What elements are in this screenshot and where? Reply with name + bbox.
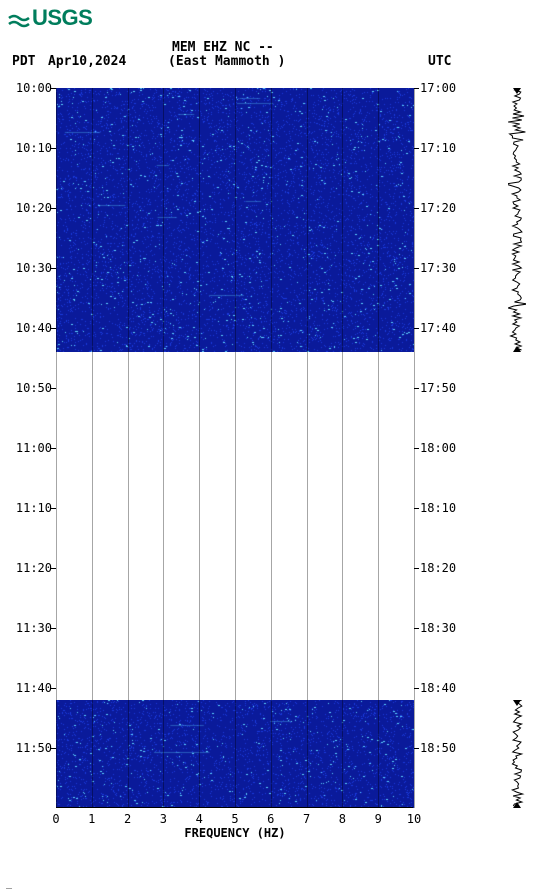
right-time-label: 18:40 — [420, 681, 470, 695]
gridline — [128, 88, 129, 808]
gridline — [163, 88, 164, 808]
x-tick-label: 4 — [189, 812, 209, 826]
x-tick-label: 0 — [46, 812, 66, 826]
tz-right-label: UTC — [428, 54, 451, 69]
gridline — [92, 88, 93, 808]
right-time-label: 17:10 — [420, 141, 470, 155]
gridline — [235, 88, 236, 808]
x-tick-label: 2 — [118, 812, 138, 826]
x-tick-label: 9 — [368, 812, 388, 826]
x-tick-label: 6 — [261, 812, 281, 826]
chart-header: PDT Apr10,2024 MEM EHZ NC -- (East Mammo… — [0, 38, 552, 78]
left-time-label: 10:40 — [2, 321, 52, 335]
right-time-label: 18:00 — [420, 441, 470, 455]
right-time-label: 18:20 — [420, 561, 470, 575]
right-time-label: 17:20 — [420, 201, 470, 215]
left-time-label: 10:30 — [2, 261, 52, 275]
x-tick-label: 7 — [297, 812, 317, 826]
left-time-label: 10:10 — [2, 141, 52, 155]
right-time-label: 18:30 — [420, 621, 470, 635]
left-time-label: 11:20 — [2, 561, 52, 575]
x-tick-label: 8 — [332, 812, 352, 826]
left-time-label: 11:40 — [2, 681, 52, 695]
left-time-label: 11:30 — [2, 621, 52, 635]
gridline — [342, 88, 343, 808]
spectrogram-plot — [56, 88, 414, 808]
right-time-label: 18:50 — [420, 741, 470, 755]
waveform-trace — [508, 88, 526, 352]
right-time-label: 17:40 — [420, 321, 470, 335]
logo-text: USGS — [32, 5, 92, 30]
left-time-label: 10:50 — [2, 381, 52, 395]
right-time-label: 17:50 — [420, 381, 470, 395]
station-line1: MEM EHZ NC -- — [172, 40, 274, 55]
gridline — [378, 88, 379, 808]
left-time-label: 11:00 — [2, 441, 52, 455]
x-axis-label: FREQUENCY (HZ) — [180, 826, 290, 840]
right-time-label: 17:00 — [420, 81, 470, 95]
x-tick-label: 1 — [82, 812, 102, 826]
gridline — [56, 88, 57, 808]
left-time-label: 10:00 — [2, 81, 52, 95]
station-line2: (East Mammoth ) — [168, 54, 285, 69]
date-label: Apr10,2024 — [48, 54, 126, 69]
gridline — [271, 88, 272, 808]
gridline — [307, 88, 308, 808]
x-tick-label: 10 — [404, 812, 424, 826]
gridline — [199, 88, 200, 808]
footer-mark: _ — [6, 878, 12, 889]
left-time-label: 10:20 — [2, 201, 52, 215]
waveform-trace — [508, 700, 526, 808]
x-tick-label: 5 — [225, 812, 245, 826]
gridline — [414, 88, 415, 808]
left-time-label: 11:50 — [2, 741, 52, 755]
tz-left-label: PDT — [12, 54, 35, 69]
left-time-label: 11:10 — [2, 501, 52, 515]
usgs-logo: USGS — [8, 5, 92, 31]
right-time-label: 17:30 — [420, 261, 470, 275]
wave-icon — [8, 10, 30, 28]
right-time-label: 18:10 — [420, 501, 470, 515]
x-tick-label: 3 — [153, 812, 173, 826]
